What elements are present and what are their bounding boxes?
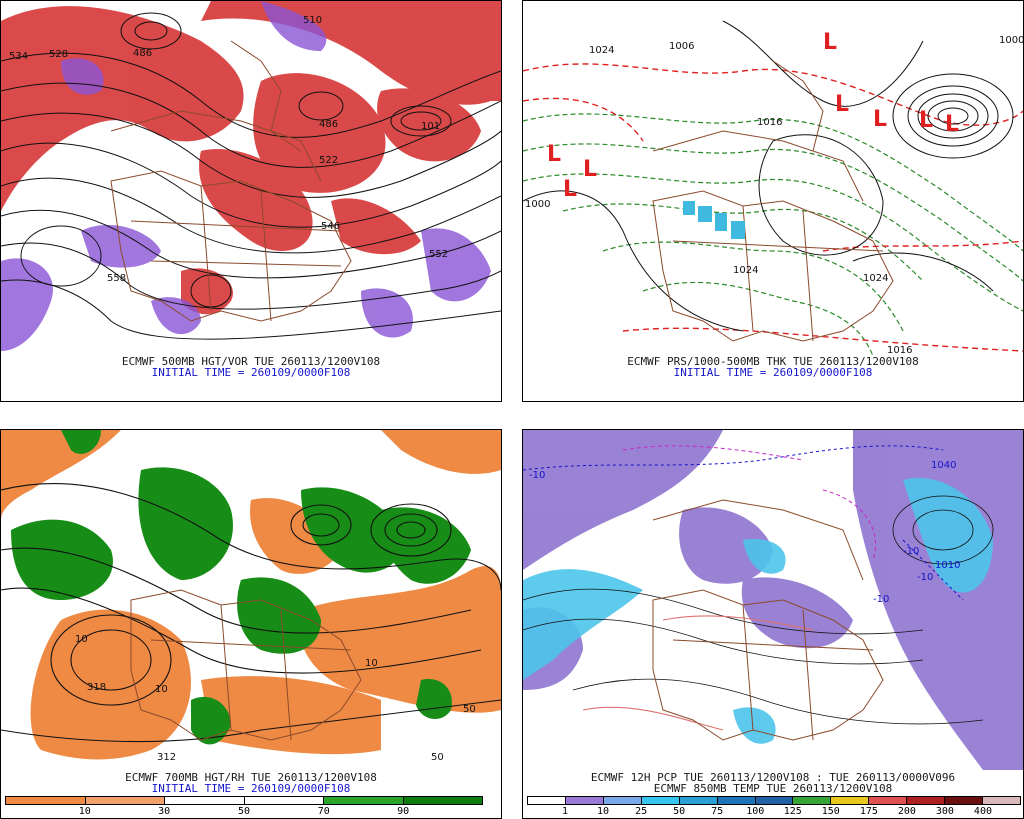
colorbar-swatch — [565, 797, 604, 804]
contour-label: -10 — [903, 546, 919, 557]
pcp-colorbar-ticks: 1 10 25 50 75 100 125 150 175 200 300 40… — [527, 806, 1021, 818]
colorbar-swatch — [165, 797, 245, 804]
panel-12h-pcp-850mb-temp: -10 -10 1040 -10 1010 -10 ECMWF 12H PCP … — [522, 429, 1024, 819]
colorbar-tick: 10 — [78, 806, 91, 817]
contour-label: 522 — [319, 155, 338, 166]
low-pressure-marker: L — [919, 108, 933, 133]
low-pressure-marker: L — [873, 107, 887, 132]
panel-700mb-hgt-rh: 10 318 312 10 10 50 50 ECMWF 700MB HGT/R… — [0, 429, 502, 819]
low-pressure-marker: L — [823, 30, 837, 55]
pressure-thickness-map: L L L L L L L L 1024 1006 1000 1016 1000… — [523, 1, 1023, 356]
colorbar-tick: 200 — [897, 806, 916, 817]
colorbar-tick: 125 — [783, 806, 802, 817]
panel-caption: ECMWF 12H PCP TUE 260113/1200V108 : TUE … — [590, 771, 956, 784]
contour-label: 1024 — [589, 45, 614, 56]
pcp-colorbar — [527, 796, 1021, 805]
colorbar-tick: 30 — [158, 806, 171, 817]
panel-init-time: INITIAL TIME = 260109/0000F108 — [151, 366, 351, 379]
colorbar-swatch — [793, 797, 832, 804]
colorbar-tick: 150 — [821, 806, 840, 817]
contour-label: 1006 — [669, 41, 694, 52]
colorbar-tick: 400 — [973, 806, 992, 817]
contour-label: 1024 — [733, 265, 758, 276]
contour-label: 101 — [421, 121, 440, 132]
colorbar-swatch — [869, 797, 908, 804]
low-pressure-marker: L — [547, 142, 561, 167]
contour-label: 534 — [9, 51, 28, 62]
contour-label: 10 — [365, 658, 378, 669]
panel-init-time: INITIAL TIME = 260109/0000F108 — [673, 366, 873, 379]
contour-label: 312 — [157, 752, 176, 763]
colorbar-tick: 175 — [859, 806, 878, 817]
colorbar-tick: 50 — [237, 806, 251, 817]
contour-label: 1010 — [935, 560, 960, 571]
colorbar-tick: 10 — [597, 806, 610, 817]
low-pressure-marker: L — [583, 157, 597, 182]
colorbar-swatch — [85, 797, 165, 804]
contour-label: -10 — [917, 572, 933, 583]
contour-label: 558 — [107, 273, 126, 284]
panel-caption-2: ECMWF 850MB TEMP TUE 260113/1200V108 — [653, 782, 893, 795]
contour-label: 510 — [303, 15, 322, 26]
colorbar-swatch — [641, 797, 680, 804]
colorbar-swatch — [324, 797, 404, 804]
contour-label: 486 — [133, 48, 152, 59]
low-pressure-marker: L — [835, 92, 849, 117]
contour-label: 1000 — [999, 35, 1023, 46]
colorbar-swatch — [403, 797, 482, 804]
panel-caption: ECMWF 500MB HGT/VOR TUE 260113/1200V108 — [121, 355, 381, 368]
low-pressure-marker: L — [945, 112, 959, 137]
colorbar-swatch — [983, 797, 1020, 804]
contour-label: 10 — [75, 634, 88, 645]
panel-caption: ECMWF 700MB HGT/RH TUE 260113/1200V108 — [125, 771, 377, 784]
colorbar-tick: 90 — [397, 806, 410, 817]
contour-label: 318 — [87, 682, 106, 693]
colorbar-tick: 25 — [635, 806, 648, 817]
colorbar-swatch — [679, 797, 718, 804]
colorbar-tick: 75 — [711, 806, 724, 817]
rh-colorbar-ticks: 10 30 50 70 90 — [5, 806, 483, 818]
colorbar-swatch — [6, 797, 86, 804]
colorbar-swatch — [244, 797, 324, 804]
colorbar-tick: 50 — [673, 806, 686, 817]
contour-label: 50 — [431, 752, 444, 763]
contour-label: -10 — [529, 470, 545, 481]
panel-prs-thk: L L L L L L L L 1024 1006 1000 1016 1000… — [522, 0, 1024, 402]
contour-label: 486 — [319, 119, 338, 130]
rh-map: 10 318 312 10 10 50 50 — [1, 430, 501, 772]
colorbar-tick: 1 — [562, 806, 569, 817]
colorbar-swatch — [603, 797, 642, 804]
contour-label: 546 — [321, 221, 340, 232]
contour-label: -10 — [873, 594, 889, 605]
contour-label: 1024 — [863, 273, 888, 284]
panel-500mb-hgt-vor: 534 528 486 510 486 522 546 558 552 101 … — [0, 0, 502, 402]
colorbar-swatch — [831, 797, 870, 804]
low-pressure-marker: L — [563, 177, 577, 202]
precip-temp-map: -10 -10 1040 -10 1010 -10 — [523, 430, 1023, 772]
panel-caption: ECMWF PRS/1000-500MB THK TUE 260113/1200… — [627, 355, 919, 368]
colorbar-swatch — [528, 797, 566, 804]
contour-label: 1040 — [931, 460, 956, 471]
colorbar-tick: 70 — [317, 806, 330, 817]
colorbar-swatch — [717, 797, 756, 804]
contour-label: 1016 — [757, 117, 782, 128]
colorbar-swatch — [945, 797, 984, 804]
colorbar-swatch — [907, 797, 946, 804]
colorbar-swatch — [755, 797, 794, 804]
colorbar-tick: 100 — [746, 806, 765, 817]
vorticity-map: 534 528 486 510 486 522 546 558 552 101 — [1, 1, 501, 356]
panel-init-time: INITIAL TIME = 260109/0000F108 — [151, 782, 351, 795]
contour-label: 10 — [155, 684, 168, 695]
contour-label: 50 — [463, 704, 476, 715]
rh-colorbar — [5, 796, 483, 805]
contour-label: 552 — [429, 249, 448, 260]
contour-label: 1016 — [887, 345, 912, 356]
contour-label: 528 — [49, 49, 68, 60]
contour-label: 1000 — [525, 199, 550, 210]
colorbar-tick: 300 — [935, 806, 954, 817]
